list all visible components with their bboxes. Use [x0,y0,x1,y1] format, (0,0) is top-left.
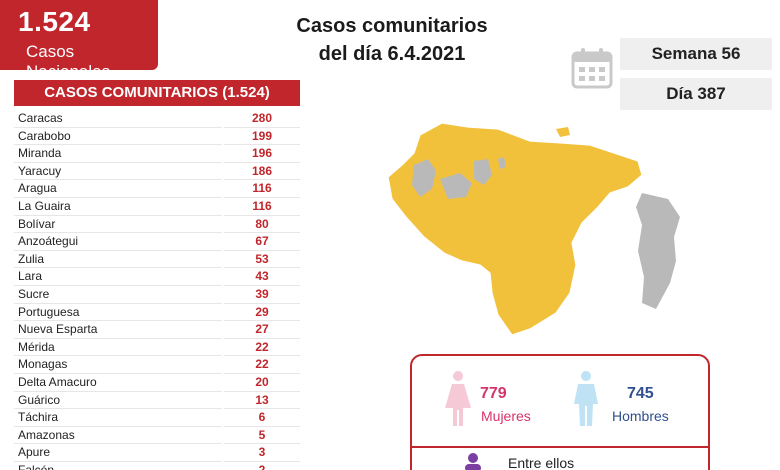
table-row: Zulia 53 [14,251,300,269]
state-cases: 67 [224,233,300,251]
state-cases: 39 [224,286,300,304]
gender-panel [410,354,710,470]
state-cases: 196 [224,145,300,163]
state-cases: 43 [224,268,300,286]
national-cases-badge: 1.524 Casos Nacionales [0,0,158,81]
male-count: 745 [627,385,654,402]
state-name: Falcón [14,462,222,470]
state-name: Mérida [14,339,222,357]
table-row: Delta Amacuro 20 [14,374,300,392]
state-name: Lara [14,268,222,286]
state-cases: 116 [224,198,300,216]
gender-divider [412,446,708,448]
state-cases: 280 [224,110,300,128]
state-name: La Guaira [14,198,222,216]
state-name: Anzoátegui [14,233,222,251]
map-region-lara [440,173,472,199]
map-region-delta [636,193,680,309]
state-cases: 199 [224,128,300,146]
map-region-island [556,127,570,137]
state-cases: 20 [224,374,300,392]
table-row: Bolívar 80 [14,216,300,234]
state-name: Táchira [14,409,222,427]
day-indicator: Día 387 [620,78,772,110]
title-line-2: del día 6.4.2021 [318,43,466,65]
table-row: Mérida 22 [14,339,300,357]
table-row: Apure 3 [14,444,300,462]
national-cases-count: 1.524 [18,6,91,37]
state-cases: 53 [224,251,300,269]
state-name: Carabobo [14,128,222,146]
table-rows: Caracas 280 Carabobo 199 Miranda 196 Yaracuy 18… [14,110,300,470]
state-name: Sucre [14,286,222,304]
female-label: Mujeres [481,408,531,424]
national-cases-label: Casos Nacionales [26,42,111,81]
map-region-main [387,122,643,336]
table-row: Portuguesa 29 [14,304,300,322]
male-icon [574,371,598,426]
table-row: Monagas 22 [14,356,300,374]
state-cases: 80 [224,216,300,234]
state-cases: 6 [224,409,300,427]
person-icon [465,453,481,470]
state-cases: 27 [224,321,300,339]
female-count: 779 [480,385,507,402]
table-row: Táchira 6 [14,409,300,427]
state-name: Zulia [14,251,222,269]
venezuela-map [387,122,680,336]
table-header: CASOS COMUNITARIOS (1.524) [14,80,300,106]
state-cases: 5 [224,427,300,445]
page-title: Casos comunitarios del día 6.4.2021 [262,12,522,68]
table-row: La Guaira 116 [14,198,300,216]
state-name: Guárico [14,392,222,410]
table-row: Yaracuy 186 [14,163,300,181]
table-row: Guárico 13 [14,392,300,410]
table-row: Aragua 116 [14,180,300,198]
state-name: Yaracuy [14,163,222,181]
state-cases: 186 [224,163,300,181]
state-name: Bolívar [14,216,222,234]
table-row: Lara 43 [14,268,300,286]
female-icon [445,371,471,426]
state-cases: 116 [224,180,300,198]
state-cases: 22 [224,356,300,374]
table-row: Falcón 2 [14,462,300,470]
state-name: Caracas [14,110,222,128]
title-line-1: Casos comunitarios [296,15,488,37]
table-row: Carabobo 199 [14,128,300,146]
state-name: Nueva Esparta [14,321,222,339]
state-name: Monagas [14,356,222,374]
table-row: Anzoátegui 67 [14,233,300,251]
table-row: Sucre 39 [14,286,300,304]
state-name: Aragua [14,180,222,198]
table-row: Caracas 280 [14,110,300,128]
map-region-capital [498,157,506,169]
table-row: Miranda 196 [14,145,300,163]
map-region-zulia-lake [412,159,436,197]
state-name: Miranda [14,145,222,163]
week-indicator: Semana 56 [620,38,772,70]
state-name: Delta Amacuro [14,374,222,392]
cases-table: CASOS COMUNITARIOS (1.524) Caracas 280 Car… [14,80,300,470]
calendar-icon [571,48,613,89]
state-cases: 2 [224,462,300,470]
map-region-central [474,159,492,185]
state-name: Amazonas [14,427,222,445]
state-cases: 22 [224,339,300,357]
state-cases: 29 [224,304,300,322]
state-name: Apure [14,444,222,462]
male-label: Hombres [612,408,669,424]
state-cases: 3 [224,444,300,462]
table-row: Amazonas 5 [14,427,300,445]
state-cases: 13 [224,392,300,410]
table-row: Nueva Esparta 27 [14,321,300,339]
state-name: Portuguesa [14,304,222,322]
between-them-label: Entre ellos [508,455,575,470]
